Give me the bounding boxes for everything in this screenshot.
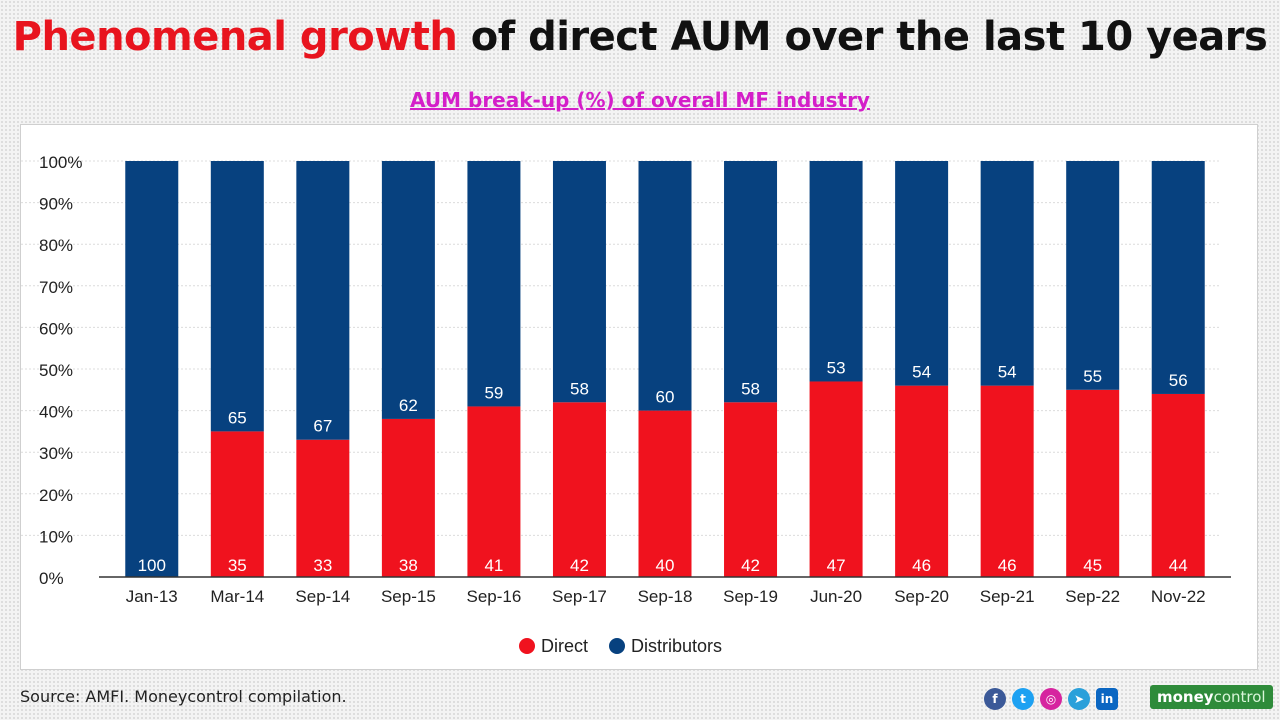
- y-tick-label: 50%: [39, 361, 73, 380]
- data-label-direct: 44: [1169, 556, 1188, 575]
- bar-direct: [980, 385, 1034, 577]
- y-tick-label: 80%: [39, 236, 73, 255]
- data-label-distributors: 62: [399, 396, 418, 415]
- facebook-icon[interactable]: f: [984, 688, 1006, 710]
- y-tick-label: 60%: [39, 319, 73, 338]
- bar-distributors: [125, 161, 179, 577]
- x-tick-label: Sep-22: [1065, 587, 1120, 606]
- bar-distributors: [895, 161, 949, 386]
- y-tick-label: 20%: [39, 486, 73, 505]
- x-tick-label: Sep-17: [552, 587, 607, 606]
- bar-distributors: [1151, 161, 1205, 394]
- bar-distributors: [467, 161, 521, 407]
- y-tick-label: 40%: [39, 403, 73, 422]
- data-label-distributors: 55: [1083, 367, 1102, 386]
- data-label-distributors: 53: [827, 358, 846, 377]
- x-tick-label: Mar-14: [210, 587, 264, 606]
- bar-direct: [809, 381, 863, 577]
- data-label-direct: 41: [484, 556, 503, 575]
- data-label-direct: 35: [228, 556, 247, 575]
- x-tick-label: Jan-13: [126, 587, 178, 606]
- bar-distributors: [724, 161, 778, 403]
- chart-subtitle: AUM break-up (%) of overall MF industry: [410, 88, 870, 112]
- data-label-direct: 33: [313, 556, 332, 575]
- bar-direct: [210, 431, 264, 577]
- y-tick-label: 90%: [39, 195, 73, 214]
- bar-distributors: [809, 161, 863, 382]
- twitter-icon[interactable]: t: [1012, 688, 1034, 710]
- bar-distributors: [1066, 161, 1120, 390]
- y-tick-label: 30%: [39, 444, 73, 463]
- bar-direct: [1066, 389, 1120, 577]
- bar-distributors: [210, 161, 264, 432]
- y-tick-label: 70%: [39, 278, 73, 297]
- stacked-bar-chart: 0% 10% 20% 30% 40% 50% 60% 70% 80% 90% 100% 100 Jan-…: [21, 153, 1231, 656]
- x-tick-label: Sep-20: [894, 587, 949, 606]
- data-label-distributors: 67: [313, 417, 332, 436]
- legend-marker-direct: [519, 638, 535, 654]
- data-label-distributors: 65: [228, 408, 247, 427]
- x-tick-label: Sep-18: [638, 587, 693, 606]
- x-tick-label: Sep-14: [295, 587, 350, 606]
- brand-logo-part-1: money: [1157, 688, 1214, 706]
- bar-direct: [724, 402, 778, 577]
- title-highlight: Phenomenal growth: [12, 14, 458, 60]
- legend-label-direct: Direct: [541, 636, 588, 656]
- legend-marker-distributors: [609, 638, 625, 654]
- data-label-distributors: 54: [912, 363, 931, 382]
- telegram-icon[interactable]: ➤: [1068, 688, 1090, 710]
- data-label-direct: 45: [1083, 556, 1102, 575]
- data-label-direct: 47: [827, 556, 846, 575]
- legend-label-distributors: Distributors: [631, 636, 722, 656]
- bar-direct: [552, 402, 606, 577]
- data-label-distributors: 56: [1169, 371, 1188, 390]
- data-label-distributors: 60: [656, 388, 675, 407]
- data-label-distributors: 54: [998, 363, 1017, 382]
- source-note: Source: AMFI. Moneycontrol compilation.: [20, 687, 347, 706]
- data-label-distributors: 100: [138, 556, 166, 575]
- bar-direct: [638, 410, 692, 577]
- x-tick-label: Nov-22: [1151, 587, 1206, 606]
- x-tick-label: Sep-21: [980, 587, 1035, 606]
- bar-distributors: [552, 161, 606, 403]
- brand-logo-part-2: control: [1213, 688, 1266, 706]
- y-tick-label: 100%: [39, 153, 82, 172]
- instagram-icon[interactable]: ◎: [1040, 688, 1062, 710]
- data-label-direct: 38: [399, 556, 418, 575]
- data-label-direct: 42: [570, 556, 589, 575]
- data-label-direct: 40: [656, 556, 675, 575]
- x-tick-label: Jun-20: [810, 587, 862, 606]
- chart-panel: 0% 10% 20% 30% 40% 50% 60% 70% 80% 90% 100% 100 Jan-…: [20, 124, 1258, 670]
- linkedin-icon[interactable]: in: [1096, 688, 1118, 710]
- chart-title: Phenomenal growth of direct AUM over the…: [0, 14, 1280, 60]
- bar-direct: [1151, 393, 1205, 577]
- bar-direct: [381, 418, 435, 577]
- data-label-distributors: 58: [741, 379, 760, 398]
- bar-distributors: [980, 161, 1034, 386]
- social-icons: f t ◎ ➤ in: [984, 688, 1118, 710]
- y-tick-label: 10%: [39, 527, 73, 546]
- data-label-distributors: 58: [570, 379, 589, 398]
- data-label-distributors: 59: [484, 383, 503, 402]
- bar-distributors: [381, 161, 435, 419]
- bar-distributors: [638, 161, 692, 411]
- bar-direct: [467, 406, 521, 577]
- x-tick-label: Sep-16: [467, 587, 522, 606]
- brand-logo: moneycontrol: [1150, 685, 1273, 709]
- y-tick-label: 0%: [39, 569, 64, 588]
- x-tick-label: Sep-19: [723, 587, 778, 606]
- bar-direct: [296, 439, 350, 577]
- bar-distributors: [296, 161, 350, 440]
- data-label-direct: 46: [912, 556, 931, 575]
- data-label-direct: 46: [998, 556, 1017, 575]
- data-label-direct: 42: [741, 556, 760, 575]
- title-rest: of direct AUM over the last 10 years: [470, 14, 1268, 60]
- x-tick-label: Sep-15: [381, 587, 436, 606]
- bar-direct: [895, 385, 949, 577]
